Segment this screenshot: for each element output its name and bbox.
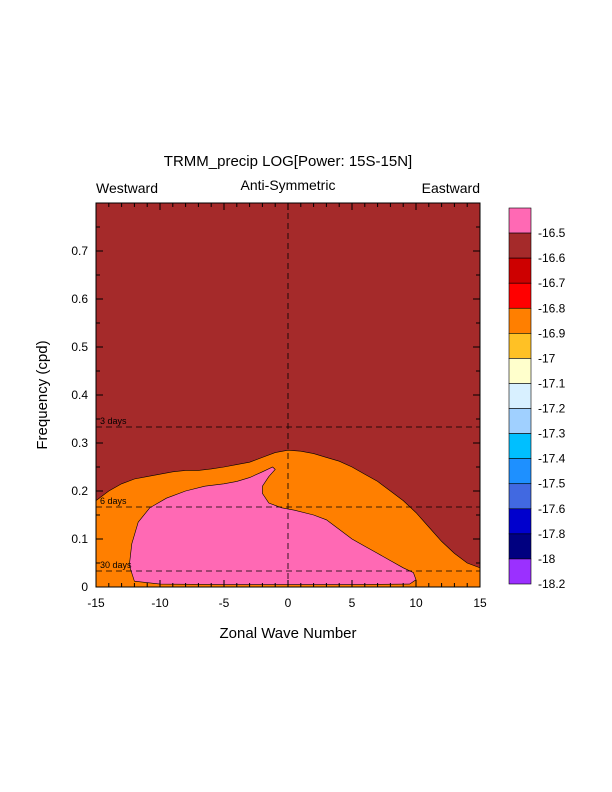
y-tick-label: 0.2 (71, 484, 88, 498)
colorbar-swatch-6 (508, 358, 532, 384)
x-tick-label: 5 (349, 596, 356, 610)
contour-region-7 (128, 466, 417, 585)
colorbar-label: -18.2 (538, 577, 566, 591)
colorbar-label: -17.8 (538, 527, 566, 541)
period-label-1: 6 days (100, 496, 127, 506)
colorbar-label: -17.5 (538, 477, 566, 491)
y-tick-label: 0.7 (71, 244, 88, 258)
colorbar-swatch-14 (508, 558, 532, 585)
colorbar-label: -16.6 (538, 251, 566, 265)
colorbar-swatch-3 (508, 282, 532, 309)
colorbar-swatch-5 (508, 333, 532, 359)
x-axis-label: Zonal Wave Number (220, 625, 357, 642)
colorbar-label: -17.6 (538, 502, 566, 516)
y-tick-label: 0.4 (71, 388, 88, 402)
x-tick-label: -15 (87, 596, 105, 610)
period-label-2: 30 days (100, 560, 132, 570)
x-tick-label: -10 (151, 596, 169, 610)
colorbar-label: -17.3 (538, 427, 566, 441)
colorbar-swatch-0 (508, 207, 532, 234)
period-label-0: 3 days (100, 416, 127, 426)
reference-lines (96, 203, 480, 587)
x-tick-label: -5 (219, 596, 230, 610)
westward-label: Westward (96, 180, 158, 196)
colorbar-label: -17.4 (538, 452, 566, 466)
y-tick-label: 0.5 (71, 340, 88, 354)
colorbar-swatch-7 (508, 383, 532, 409)
axis-ticks (95, 202, 481, 588)
colorbar-label: -16.9 (538, 326, 566, 340)
period-labels: 3 days 6 days 30 days (100, 416, 132, 570)
x-tick-label: 10 (409, 596, 423, 610)
colorbar (508, 207, 532, 585)
y-tick-label: 0 (81, 580, 88, 594)
x-tick-label: 15 (473, 596, 487, 610)
eastward-label: Eastward (422, 180, 480, 196)
y-tick-label: 0.1 (71, 532, 88, 546)
colorbar-labels: -16.5 -16.6 -16.7 -16.8 -16.9 -17 -17.1 -17.2 -1… (538, 226, 566, 591)
colorbar-swatch-8 (508, 408, 532, 434)
colorbar-swatch-9 (508, 433, 532, 459)
x-tick-labels: -15 -10 -5 0 5 10 15 (87, 596, 487, 610)
y-axis-label: Frequency (cpd) (34, 340, 51, 449)
colorbar-label: -18 (538, 552, 556, 566)
colorbar-label: -16.7 (538, 276, 566, 290)
colorbar-swatch-11 (508, 483, 532, 510)
chart-subtitle: Anti-Symmetric (241, 177, 336, 193)
x-tick-label: 0 (285, 596, 292, 610)
colorbar-swatch-13 (508, 533, 532, 560)
colorbar-swatch-12 (508, 508, 532, 535)
colorbar-label: -16.8 (538, 301, 566, 315)
chart-title: TRMM_precip LOG[Power: 15S-15N] (164, 153, 412, 170)
colorbar-label: -17.2 (538, 402, 566, 416)
colorbar-swatch-10 (508, 458, 532, 485)
colorbar-swatch-4 (508, 307, 532, 334)
colorbar-label: -17 (538, 351, 556, 365)
colorbar-label: -16.5 (538, 226, 566, 240)
y-tick-label: 0.3 (71, 436, 88, 450)
colorbar-swatch-1 (508, 232, 532, 259)
colorbar-label: -17.1 (538, 376, 566, 390)
y-tick-label: 0.6 (71, 292, 88, 306)
y-tick-labels: 0 0.1 0.2 0.3 0.4 0.5 0.6 0.7 (71, 244, 88, 594)
colorbar-swatch-2 (508, 257, 532, 284)
